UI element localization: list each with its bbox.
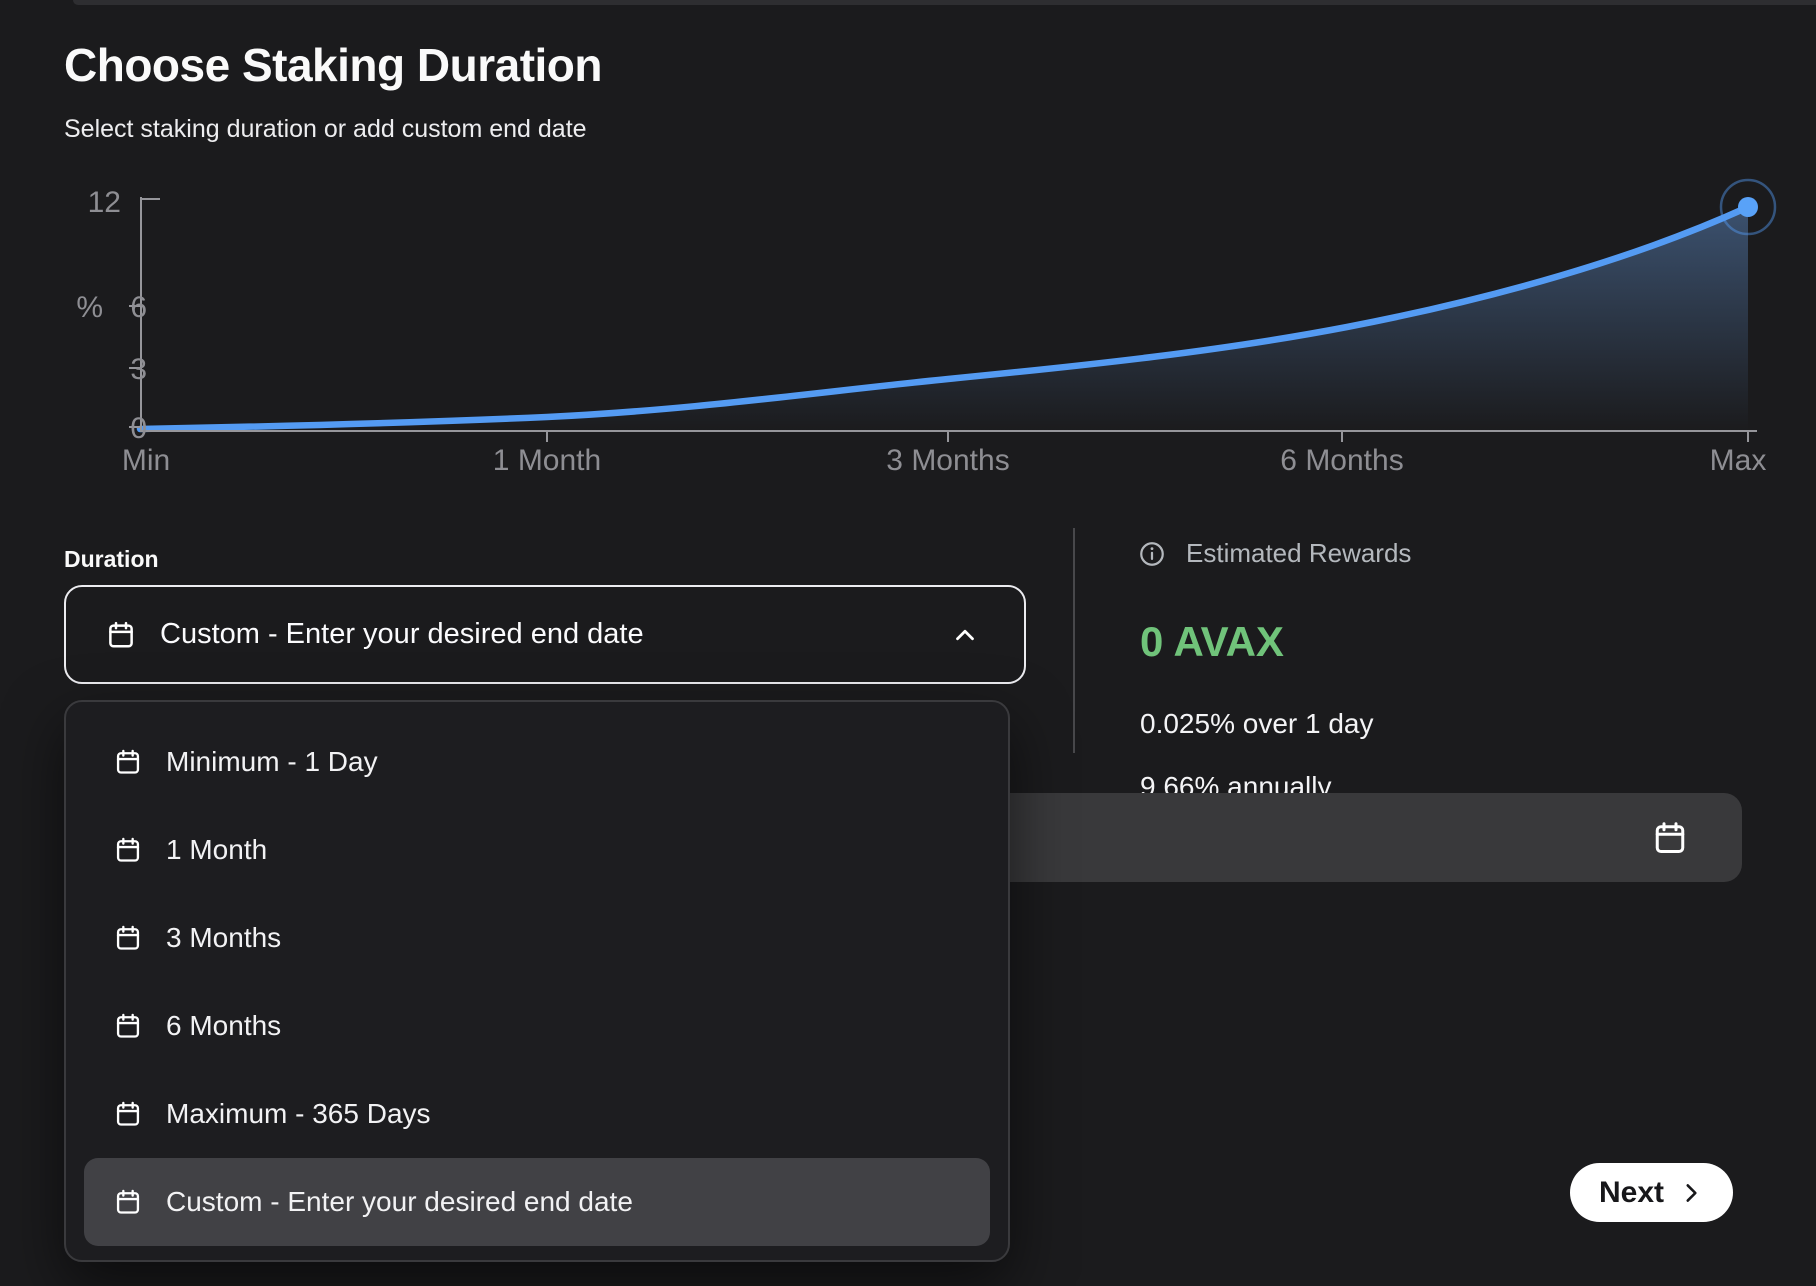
- chevron-up-icon: [950, 620, 980, 650]
- calendar-icon: [116, 925, 140, 950]
- y-tick-12: 12: [88, 186, 121, 219]
- y-tick-3: 3: [130, 353, 147, 386]
- page-title: Choose Staking Duration: [64, 39, 602, 91]
- chevron-right-icon: [1686, 1183, 1697, 1202]
- rewards-amount: 0 AVAX: [1140, 618, 1284, 665]
- rewards-rate-period: 0.025% over 1 day: [1140, 708, 1374, 739]
- endpoint-dot-handle[interactable]: [1738, 197, 1758, 217]
- chart-area-fill: [140, 207, 1748, 431]
- duration-selected-value: Custom - Enter your desired end date: [160, 618, 644, 650]
- x-tick-min: Min: [122, 444, 170, 477]
- page-subtitle: Select staking duration or add custom en…: [64, 115, 587, 143]
- calendar-icon: [116, 749, 140, 774]
- next-button[interactable]: Next: [1570, 1163, 1733, 1222]
- x-tick-6months: 6 Months: [1280, 444, 1403, 477]
- x-tick-max: Max: [1710, 444, 1767, 477]
- duration-option-minimum[interactable]: Minimum - 1 Day: [84, 718, 990, 806]
- calendar-icon: [116, 1189, 140, 1214]
- duration-option-maximum[interactable]: Maximum - 365 Days: [84, 1070, 990, 1158]
- option-label: 1 Month: [166, 834, 268, 865]
- x-tick-1month: 1 Month: [493, 444, 601, 477]
- y-tick-0: 0: [130, 412, 147, 445]
- option-label: Minimum - 1 Day: [166, 746, 378, 777]
- calendar-icon: [116, 837, 140, 862]
- option-label: 6 Months: [166, 1010, 282, 1041]
- rewards-title: Estimated Rewards: [1186, 538, 1412, 568]
- duration-option-1-month[interactable]: 1 Month: [84, 806, 990, 894]
- calendar-icon[interactable]: [1652, 820, 1688, 856]
- y-tick-6: 6: [130, 291, 147, 324]
- x-tick-3months: 3 Months: [886, 444, 1009, 477]
- duration-option-3-months[interactable]: 3 Months: [84, 894, 990, 982]
- chart-axes: [129, 197, 1757, 442]
- option-label: 3 Months: [166, 922, 282, 953]
- option-label: Maximum - 365 Days: [166, 1098, 431, 1129]
- calendar-icon: [116, 1013, 140, 1038]
- section-divider: [1073, 528, 1075, 753]
- y-axis-label: %: [76, 291, 103, 324]
- duration-option-6-months[interactable]: 6 Months: [84, 982, 990, 1070]
- duration-select-trigger[interactable]: Custom - Enter your desired end date: [64, 585, 1026, 684]
- duration-field-label: Duration: [64, 546, 159, 572]
- next-button-label: Next: [1598, 1175, 1665, 1209]
- option-label: Custom - Enter your desired end date: [166, 1186, 633, 1217]
- rewards-header: Estimated Rewards: [1138, 538, 1411, 569]
- chart-line: [136, 203, 1752, 433]
- calendar-icon: [109, 621, 133, 647]
- info-icon[interactable]: [1138, 540, 1166, 568]
- calendar-icon: [116, 1101, 140, 1126]
- duration-option-custom[interactable]: Custom - Enter your desired end date: [84, 1158, 990, 1246]
- duration-options-menu: Minimum - 1 Day 1 Month 3 Months 6 Month…: [64, 700, 1010, 1262]
- endpoint-ring: [1719, 178, 1777, 236]
- top-card-edge: [73, 0, 1816, 5]
